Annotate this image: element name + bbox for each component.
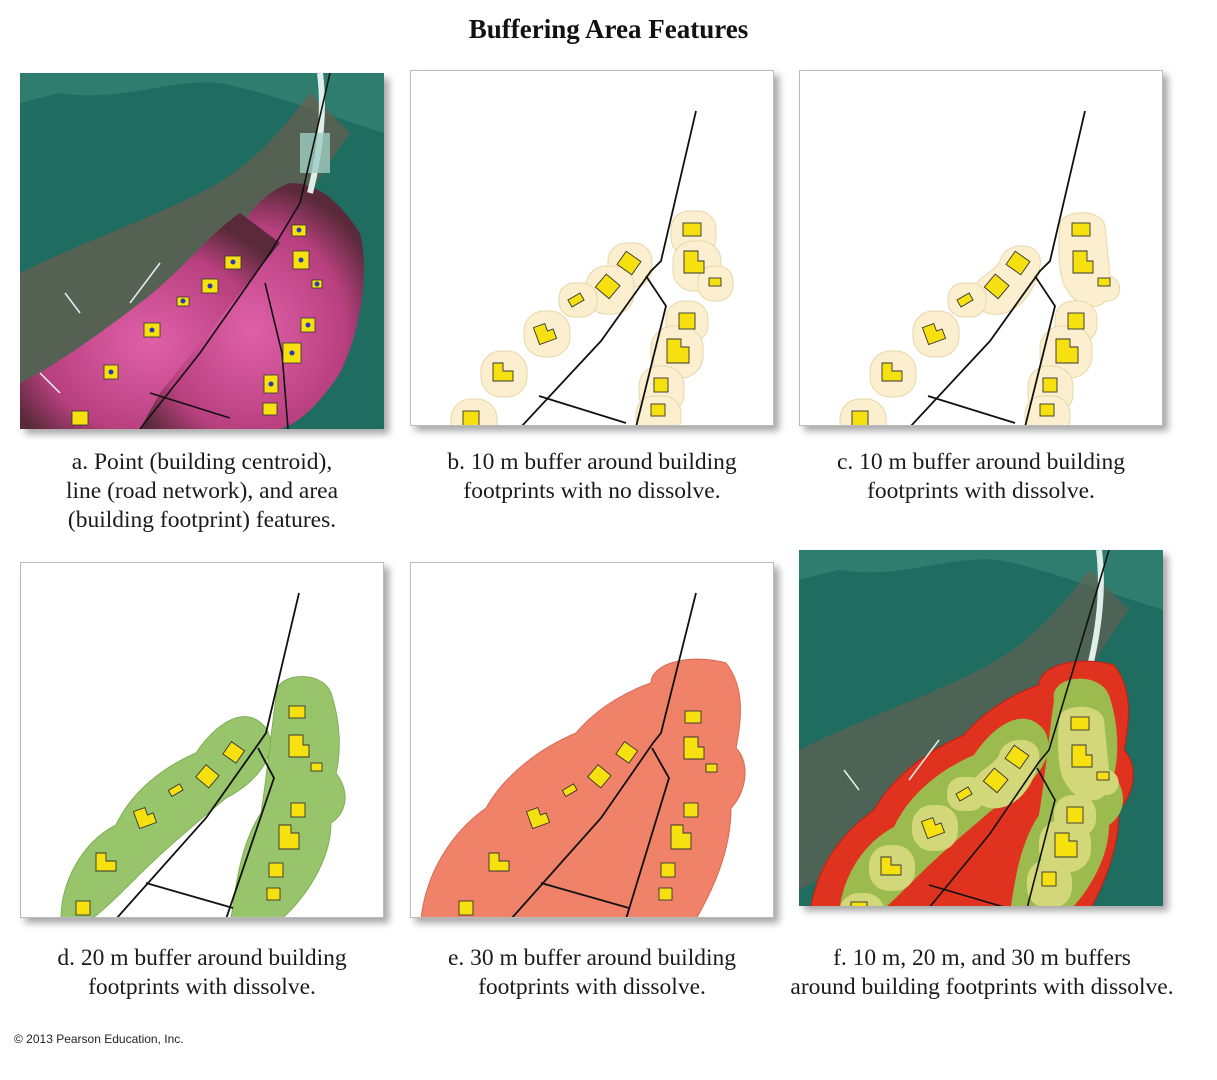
caption-f-line-1: f. 10 m, 20 m, and 30 m buffers xyxy=(833,945,1131,971)
panel-f-combined-buffers-photo xyxy=(799,550,1163,906)
caption-a: a. Point (building centroid), line (road… xyxy=(2,448,402,535)
caption-d: d. 20 m buffer around building footprint… xyxy=(2,944,402,1002)
caption-c-line-2: footprints with dissolve. xyxy=(867,478,1095,504)
caption-d-line-1: d. 20 m buffer around building xyxy=(57,945,347,971)
caption-b: b. 10 m buffer around building footprint… xyxy=(392,448,792,506)
caption-f: f. 10 m, 20 m, and 30 m buffers around b… xyxy=(757,944,1207,1002)
caption-e-line-1: e. 30 m buffer around building xyxy=(447,945,737,971)
caption-b-line-2: footprints with no dissolve. xyxy=(463,478,721,504)
caption-a-line-2: line (road network), and area xyxy=(65,478,339,504)
panel-e-buffer-30m-dissolve xyxy=(410,562,774,918)
caption-c-line-1: c. 10 m buffer around building xyxy=(836,449,1126,475)
caption-f-line-2: around building footprints with dissolve… xyxy=(790,974,1174,1000)
copyright-notice: © 2013 Pearson Education, Inc. xyxy=(14,1032,184,1046)
caption-e-line-2: footprints with dissolve. xyxy=(478,974,706,1000)
caption-d-line-2: footprints with dissolve. xyxy=(88,974,316,1000)
panel-c-buffer-10m-dissolve xyxy=(799,70,1163,426)
panel-b-buffer-10m-no-dissolve xyxy=(410,70,774,426)
caption-c: c. 10 m buffer around building footprint… xyxy=(781,448,1181,506)
caption-a-line-1: a. Point (building centroid), xyxy=(71,449,333,475)
figure-title: Buffering Area Features xyxy=(468,14,749,44)
panel-a-aerial-photo xyxy=(20,73,384,429)
panel-d-buffer-20m-dissolve xyxy=(20,562,384,918)
caption-b-line-1: b. 10 m buffer around building xyxy=(447,449,737,475)
caption-a-line-3: (building footprint) features. xyxy=(67,507,337,533)
caption-e: e. 30 m buffer around building footprint… xyxy=(392,944,792,1002)
